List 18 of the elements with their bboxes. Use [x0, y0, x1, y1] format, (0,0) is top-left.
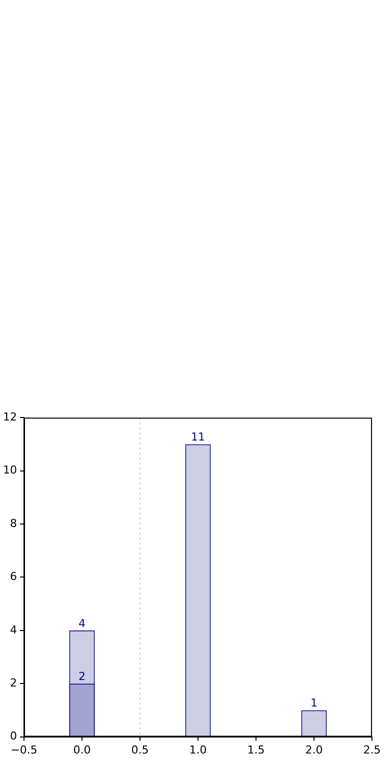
x-tick-label: 0.0 [73, 743, 91, 756]
y-tick-label: 8 [10, 516, 17, 530]
y-tick-label: 0 [10, 730, 17, 743]
y-tick-label: 4 [10, 623, 17, 636]
data-label: 1 [310, 696, 318, 710]
data-label: 2 [78, 670, 86, 683]
data-label: 4 [78, 616, 86, 630]
y-tick-label: 2 [10, 676, 17, 690]
x-tick-label: 2.5 [363, 743, 381, 756]
x-tick-label: 1.0 [189, 743, 207, 756]
y-tick-label: 10 [2, 464, 17, 477]
x-tick-label: 1.5 [247, 743, 265, 756]
y-tick-label: 12 [2, 410, 17, 424]
x-tick-label: 0.5 [131, 743, 149, 756]
x-tick-label: 2.0 [305, 743, 323, 756]
data-label: 11 [191, 430, 205, 444]
x-tick-label: −0.5 [10, 743, 38, 756]
y-tick-label: 6 [10, 570, 17, 584]
